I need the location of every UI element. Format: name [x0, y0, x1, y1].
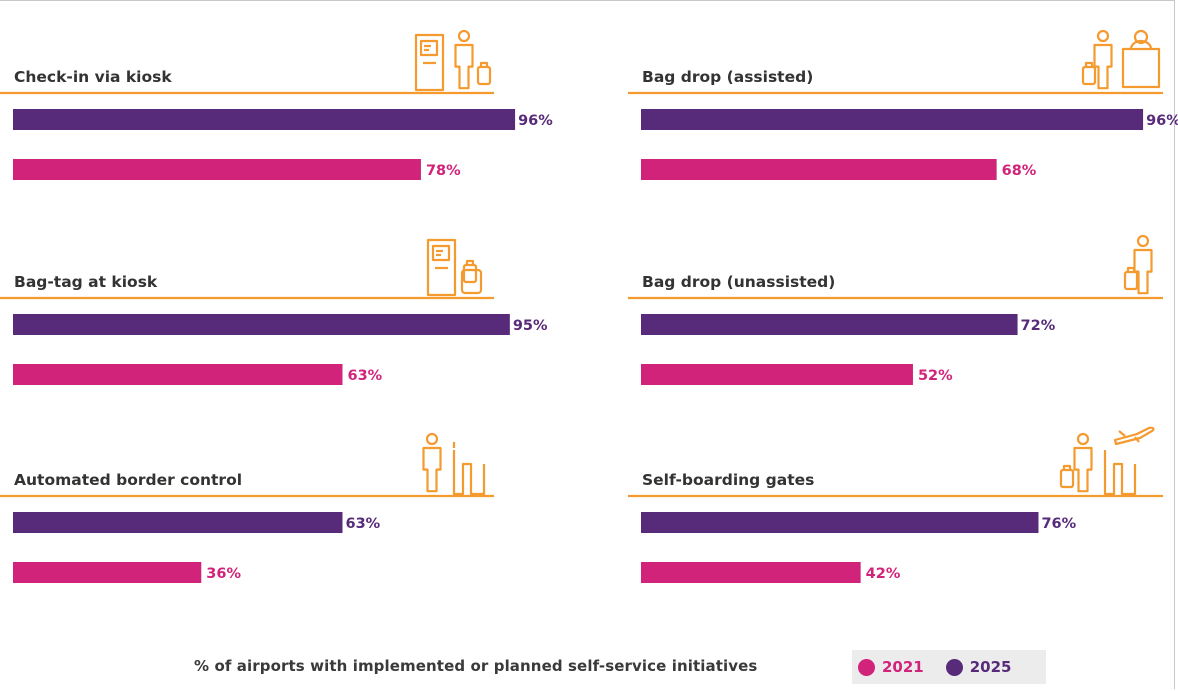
kiosk-luggage-tag-icon — [426, 238, 483, 297]
bar-2021 — [13, 159, 421, 180]
legend-label-2025: 2025 — [969, 658, 1012, 676]
bar-2025 — [641, 109, 1144, 130]
legend-swatch-2025 — [945, 658, 963, 676]
bar-2021 — [641, 159, 997, 180]
data-label-2025: 96% — [1146, 113, 1178, 129]
legend-item-2021: 2021 — [858, 658, 924, 676]
bar-2021 — [641, 364, 913, 385]
footer-caption: % of airports with implemented or planne… — [194, 657, 758, 675]
bar-2025 — [641, 314, 1018, 335]
bar-2025 — [13, 314, 510, 335]
category-label: Check-in via kiosk — [14, 68, 172, 86]
data-label-2021: 78% — [426, 163, 461, 179]
legend-label-2021: 2021 — [882, 658, 924, 676]
data-label-2025: 63% — [345, 516, 380, 532]
category-label: Bag-tag at kiosk — [14, 273, 158, 291]
bar-2021 — [13, 364, 343, 385]
legend: 2021 2025 — [852, 650, 1046, 684]
data-label-2021: 36% — [206, 566, 241, 582]
passenger-gate-airplane-icon — [1059, 426, 1155, 496]
data-label-2021: 42% — [866, 566, 901, 582]
bar-2021 — [13, 562, 202, 583]
legend-swatch-2021 — [858, 658, 875, 676]
bar-2025 — [641, 512, 1039, 533]
category-label: Bag drop (unassisted) — [642, 273, 835, 291]
data-label-2021: 52% — [918, 368, 953, 384]
data-label-2025: 96% — [518, 113, 553, 129]
data-label-2021: 63% — [347, 368, 382, 384]
data-label-2025: 95% — [513, 318, 548, 334]
passenger-e-gate-icon — [422, 432, 486, 496]
bar-2021 — [641, 562, 861, 583]
data-label-2025: 72% — [1021, 318, 1056, 334]
passenger-luggage-icon — [1123, 234, 1153, 295]
data-label-2025: 76% — [1041, 516, 1076, 532]
legend-item-2025: 2025 — [945, 658, 1012, 676]
passenger-luggage-counter-agent-icon — [1081, 29, 1161, 90]
category-label: Automated border control — [14, 471, 242, 489]
bar-2025 — [13, 109, 516, 130]
bar-2025 — [13, 512, 343, 533]
category-label: Bag drop (assisted) — [642, 68, 813, 86]
kiosk-passenger-luggage-icon — [414, 29, 492, 92]
chart-canvas: Check-in via kiosk 96% 78% Bag drop (assist… — [0, 29, 1178, 583]
category-label: Self-boarding gates — [642, 471, 814, 489]
data-label-2021: 68% — [1002, 163, 1037, 179]
